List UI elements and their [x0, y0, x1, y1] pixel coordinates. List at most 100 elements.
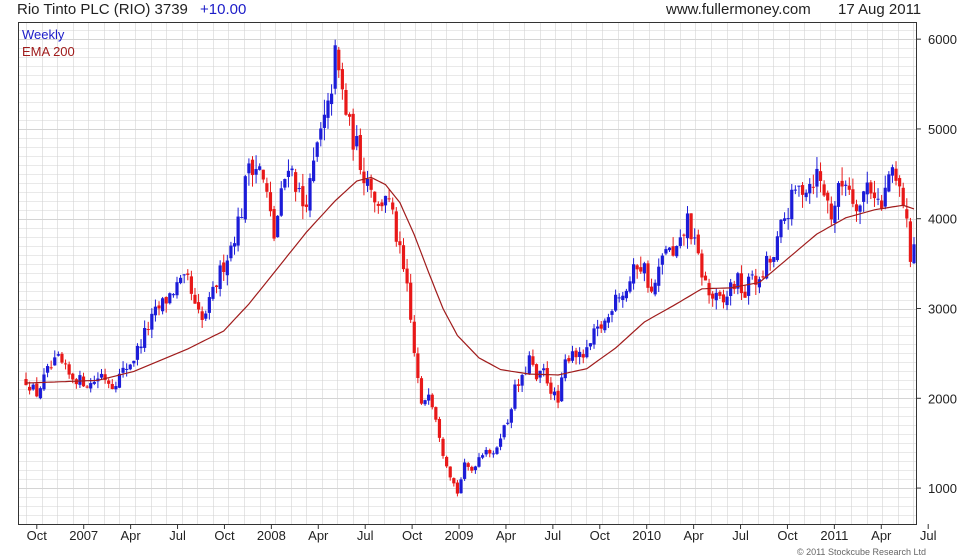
candle-body [168, 293, 172, 304]
candle-body [304, 204, 309, 207]
weekly-candle [150, 308, 154, 339]
candle-body [463, 462, 467, 479]
candle-body [383, 195, 388, 206]
weekly-candle [675, 245, 679, 259]
candle-body [297, 188, 301, 190]
weekly-candle [135, 343, 140, 366]
weekly-candle [376, 201, 380, 214]
weekly-candle [214, 284, 219, 294]
weekly-candle [772, 256, 776, 268]
weekly-candle [117, 368, 122, 389]
weekly-candle [218, 260, 222, 297]
weekly-candle [125, 363, 129, 377]
candle-body [516, 384, 521, 386]
x-tick-label: Oct [777, 528, 798, 543]
candle-body [567, 358, 571, 362]
weekly-candle [890, 164, 895, 183]
weekly-candle [498, 433, 503, 451]
candle-body [858, 205, 862, 212]
weekly-candle [912, 237, 916, 264]
candle-body [761, 276, 765, 278]
weekly-candle [290, 165, 294, 177]
ema-200-line [25, 176, 915, 384]
weekly-candle [811, 174, 815, 195]
copyright-text: © 2011 Stockcube Research Ltd [797, 547, 926, 557]
weekly-candle [261, 169, 265, 183]
weekly-candle [283, 178, 287, 191]
candle-body [326, 100, 330, 118]
candle-body [261, 169, 265, 180]
weekly-candle [171, 293, 176, 298]
candle-body [92, 381, 96, 384]
weekly-candle [527, 351, 531, 375]
candle-body [107, 380, 111, 384]
candle-body [836, 182, 841, 207]
weekly-candle [168, 292, 172, 305]
candle-body [35, 383, 39, 397]
weekly-candle [391, 197, 395, 215]
candle-body [876, 198, 880, 200]
candle-body [779, 219, 783, 238]
candle-body [542, 368, 546, 371]
weekly-candle [254, 155, 258, 184]
candle-body [750, 274, 754, 276]
candle-body [240, 217, 244, 219]
weekly-candle [225, 254, 229, 286]
candle-body [430, 394, 434, 408]
weekly-candle [351, 108, 355, 161]
weekly-candle [78, 370, 82, 388]
y-axis: 1000 2000 3000 4000 5000 6000 [916, 32, 957, 496]
weekly-candle [567, 355, 571, 364]
candle-body [117, 373, 122, 388]
candle-body [319, 128, 323, 140]
x-tick-label: Apr [871, 528, 892, 543]
x-tick-label: Apr [121, 528, 142, 543]
candle-body [63, 363, 68, 365]
weekly-candle [196, 293, 201, 314]
weekly-candle [470, 465, 474, 474]
candle-body [171, 294, 176, 296]
weekly-candle [304, 194, 309, 213]
candle-body [207, 297, 211, 313]
candle-body [89, 383, 93, 389]
weekly-candle [621, 291, 625, 308]
weekly-candle [401, 238, 406, 272]
weekly-candle [103, 368, 107, 384]
weekly-candle [908, 217, 913, 268]
candle-body [815, 168, 819, 187]
weekly-candle [146, 321, 150, 336]
weekly-candle [301, 173, 305, 220]
candle-body [272, 209, 276, 239]
weekly-candle [743, 284, 747, 298]
weekly-candle [898, 175, 902, 197]
weekly-candle [876, 188, 880, 206]
candle-body [139, 346, 143, 349]
weekly-candle [693, 228, 697, 245]
candle-body [833, 205, 837, 224]
candle-body [225, 260, 229, 276]
weekly-candle [459, 477, 463, 494]
candle-body [570, 351, 575, 361]
website-link[interactable]: www.fullermoney.com [666, 1, 811, 18]
candle-body [685, 213, 690, 239]
x-tick-label: Oct [402, 528, 423, 543]
candle-body [509, 409, 513, 423]
weekly-candle [405, 258, 409, 292]
y-tick-label: 3000 [928, 302, 957, 317]
candle-body [211, 286, 215, 299]
weekly-candle [107, 378, 111, 389]
candle-body [218, 265, 222, 289]
candle-body [739, 273, 744, 294]
weekly-candle [365, 170, 370, 192]
weekly-candle [265, 177, 269, 198]
y-tick-label: 1000 [928, 481, 957, 496]
weekly-candle [599, 321, 603, 333]
weekly-candle [240, 208, 244, 219]
weekly-candle [563, 354, 567, 382]
candle-body [747, 276, 751, 296]
candle-body [423, 400, 427, 405]
weekly-candle [35, 377, 39, 398]
x-tick-label: Jul [920, 528, 937, 543]
weekly-candle [437, 416, 442, 442]
